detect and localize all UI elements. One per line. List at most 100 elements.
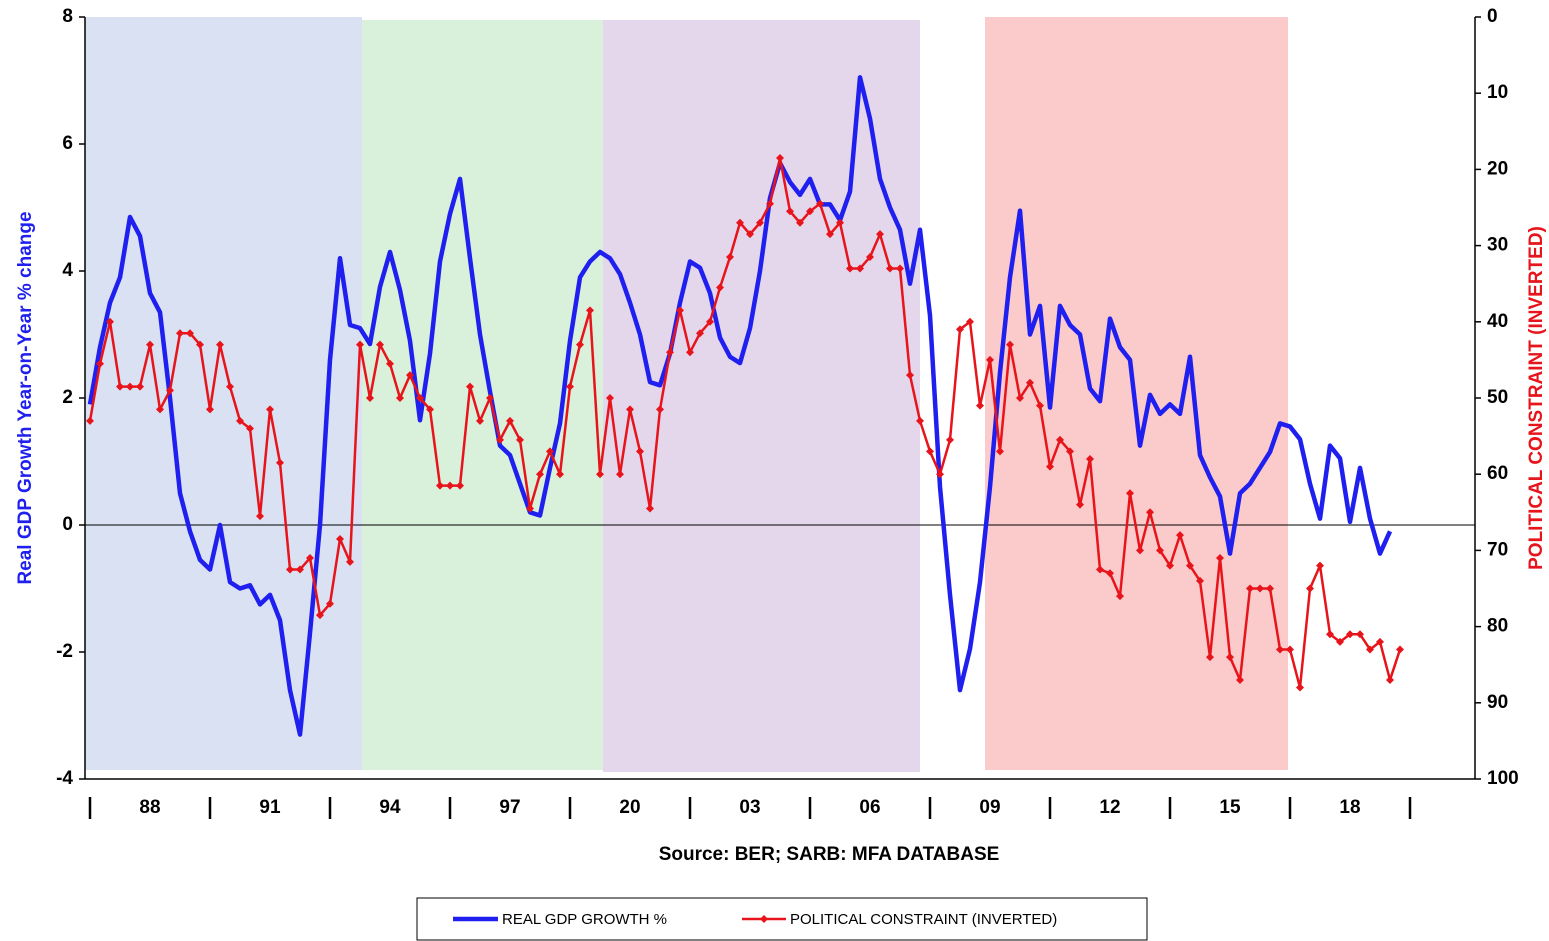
constraint-marker — [186, 329, 194, 338]
constraint-marker — [266, 405, 274, 414]
constraint-marker — [846, 264, 854, 273]
constraint-marker — [336, 534, 344, 543]
constraint-marker — [836, 218, 844, 227]
source-note: Source: BER; SARB: MFA DATABASE — [659, 844, 1000, 865]
constraint-marker — [476, 416, 484, 425]
constraint-marker — [536, 470, 544, 479]
constraint-marker — [646, 504, 654, 513]
constraint-marker — [226, 382, 234, 391]
constraint-marker — [656, 405, 664, 414]
constraint-marker — [1136, 546, 1144, 555]
constraint-marker — [986, 355, 994, 364]
constraint-marker — [316, 611, 324, 620]
constraint-marker — [626, 405, 634, 414]
constraint-marker — [1086, 454, 1094, 463]
x-tick-label: 03 — [739, 797, 760, 818]
y-tick-label: 2 — [62, 387, 73, 408]
constraint-marker — [666, 348, 674, 357]
x-tick-label: 91 — [259, 797, 281, 818]
constraint-marker — [496, 435, 504, 444]
constraint-marker — [956, 325, 964, 334]
y2-tick-label: 90 — [1487, 692, 1508, 713]
constraint-marker — [1386, 675, 1394, 684]
x-tick-label: 94 — [379, 797, 401, 818]
constraint-marker — [976, 401, 984, 410]
constraint-marker — [1096, 565, 1104, 574]
x-tick-label: 09 — [979, 797, 1000, 818]
constraint-marker — [706, 317, 714, 326]
constraint-marker — [506, 416, 514, 425]
constraint-marker — [866, 253, 874, 262]
constraint-marker — [746, 230, 754, 239]
x-tick-label: 88 — [139, 797, 160, 818]
constraint-marker — [546, 447, 554, 456]
constraint-marker — [876, 230, 884, 239]
constraint-marker — [206, 405, 214, 414]
constraint-marker — [1196, 576, 1204, 585]
y-axis-title: Real GDP Growth Year-on-Year % change — [15, 211, 36, 584]
constraint-marker — [1216, 554, 1224, 563]
y-tick-label: -4 — [56, 768, 73, 789]
constraint-marker — [1126, 489, 1134, 498]
constraint-marker — [356, 340, 364, 349]
constraint-marker — [1016, 394, 1024, 402]
legend-marker — [760, 915, 768, 923]
constraint-marker — [1166, 561, 1174, 570]
legend-label: POLITICAL CONSTRAINT (INVERTED) — [790, 911, 1057, 928]
constraint-marker — [416, 394, 424, 402]
constraint-marker — [586, 306, 594, 315]
constraint-marker — [826, 230, 834, 239]
constraint-marker — [486, 394, 494, 402]
period-shade — [603, 20, 920, 772]
y2-tick-label: 100 — [1487, 768, 1519, 789]
constraint-marker — [146, 340, 154, 349]
constraint-marker — [566, 382, 574, 391]
constraint-marker — [1286, 645, 1294, 654]
constraint-marker — [1106, 569, 1114, 578]
constraint-marker — [436, 481, 444, 490]
constraint-marker — [216, 340, 224, 349]
y-tick-label: 8 — [62, 6, 73, 27]
constraint-marker — [1296, 683, 1304, 692]
constraint-marker — [376, 340, 384, 349]
constraint-marker — [606, 394, 614, 402]
constraint-marker — [1036, 401, 1044, 410]
y2-tick-label: 50 — [1487, 387, 1508, 408]
y2-axis-title: POLITICAL CONSTRAINT (INVERTED) — [1526, 226, 1547, 570]
constraint-marker — [446, 481, 454, 490]
y2-tick-label: 60 — [1487, 463, 1508, 484]
constraint-marker — [1226, 653, 1234, 662]
constraint-marker — [456, 481, 464, 490]
constraint-marker — [366, 394, 374, 402]
y-tick-label: 6 — [62, 133, 73, 154]
constraint-marker — [1006, 340, 1014, 349]
constraint-marker — [166, 386, 174, 395]
constraint-marker — [466, 382, 474, 391]
constraint-marker — [326, 599, 334, 608]
y2-tick-label: 70 — [1487, 539, 1508, 560]
constraint-marker — [156, 405, 164, 414]
constraint-marker — [1356, 630, 1364, 639]
constraint-marker — [996, 447, 1004, 456]
constraint-marker — [936, 470, 944, 479]
constraint-marker — [776, 153, 784, 162]
constraint-marker — [926, 447, 934, 456]
constraint-marker — [96, 359, 104, 368]
constraint-marker — [1396, 645, 1404, 654]
x-tick-label: 15 — [1219, 797, 1241, 818]
constraint-marker — [86, 416, 94, 425]
constraint-marker — [1076, 500, 1084, 509]
constraint-marker — [516, 435, 524, 444]
constraint-marker — [1256, 584, 1264, 593]
gdp-line — [87, 75, 1393, 737]
constraint-marker — [596, 470, 604, 479]
constraint-marker — [726, 253, 734, 262]
constraint-marker — [686, 348, 694, 357]
constraint-marker — [1366, 645, 1374, 654]
constraint-marker — [106, 317, 114, 326]
constraint-marker — [906, 371, 914, 380]
y2-tick-label: 10 — [1487, 82, 1508, 103]
y-tick-label: -2 — [56, 641, 73, 662]
